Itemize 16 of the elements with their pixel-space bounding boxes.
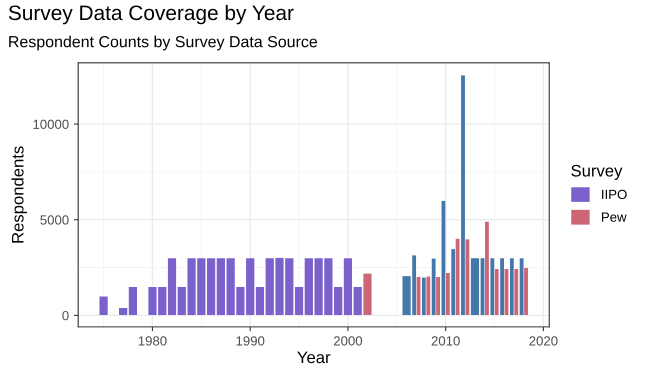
legend-title: Survey xyxy=(571,164,622,180)
bar xyxy=(98,296,108,316)
y-tick-label: 10000 xyxy=(33,120,69,129)
x-tick-label: 1990 xyxy=(236,336,264,346)
x-axis-title: Year xyxy=(297,352,330,364)
chart-title: Survey Data Coverage by Year xyxy=(8,4,294,24)
x-tick-label: 2020 xyxy=(529,336,558,346)
x-tick-label: 2000 xyxy=(334,336,362,346)
legend-label: Pew xyxy=(602,212,627,222)
y-tick-label: 0 xyxy=(62,310,69,320)
x-tick-label: 2010 xyxy=(432,336,460,346)
y-axis-title: Respondents xyxy=(11,146,27,243)
x-tick-label: 1980 xyxy=(138,336,167,346)
chart-subtitle: Respondent Counts by Survey Data Source xyxy=(9,36,318,50)
y-tick-label: 5000 xyxy=(40,215,69,225)
legend-label: IIPO xyxy=(602,190,627,200)
